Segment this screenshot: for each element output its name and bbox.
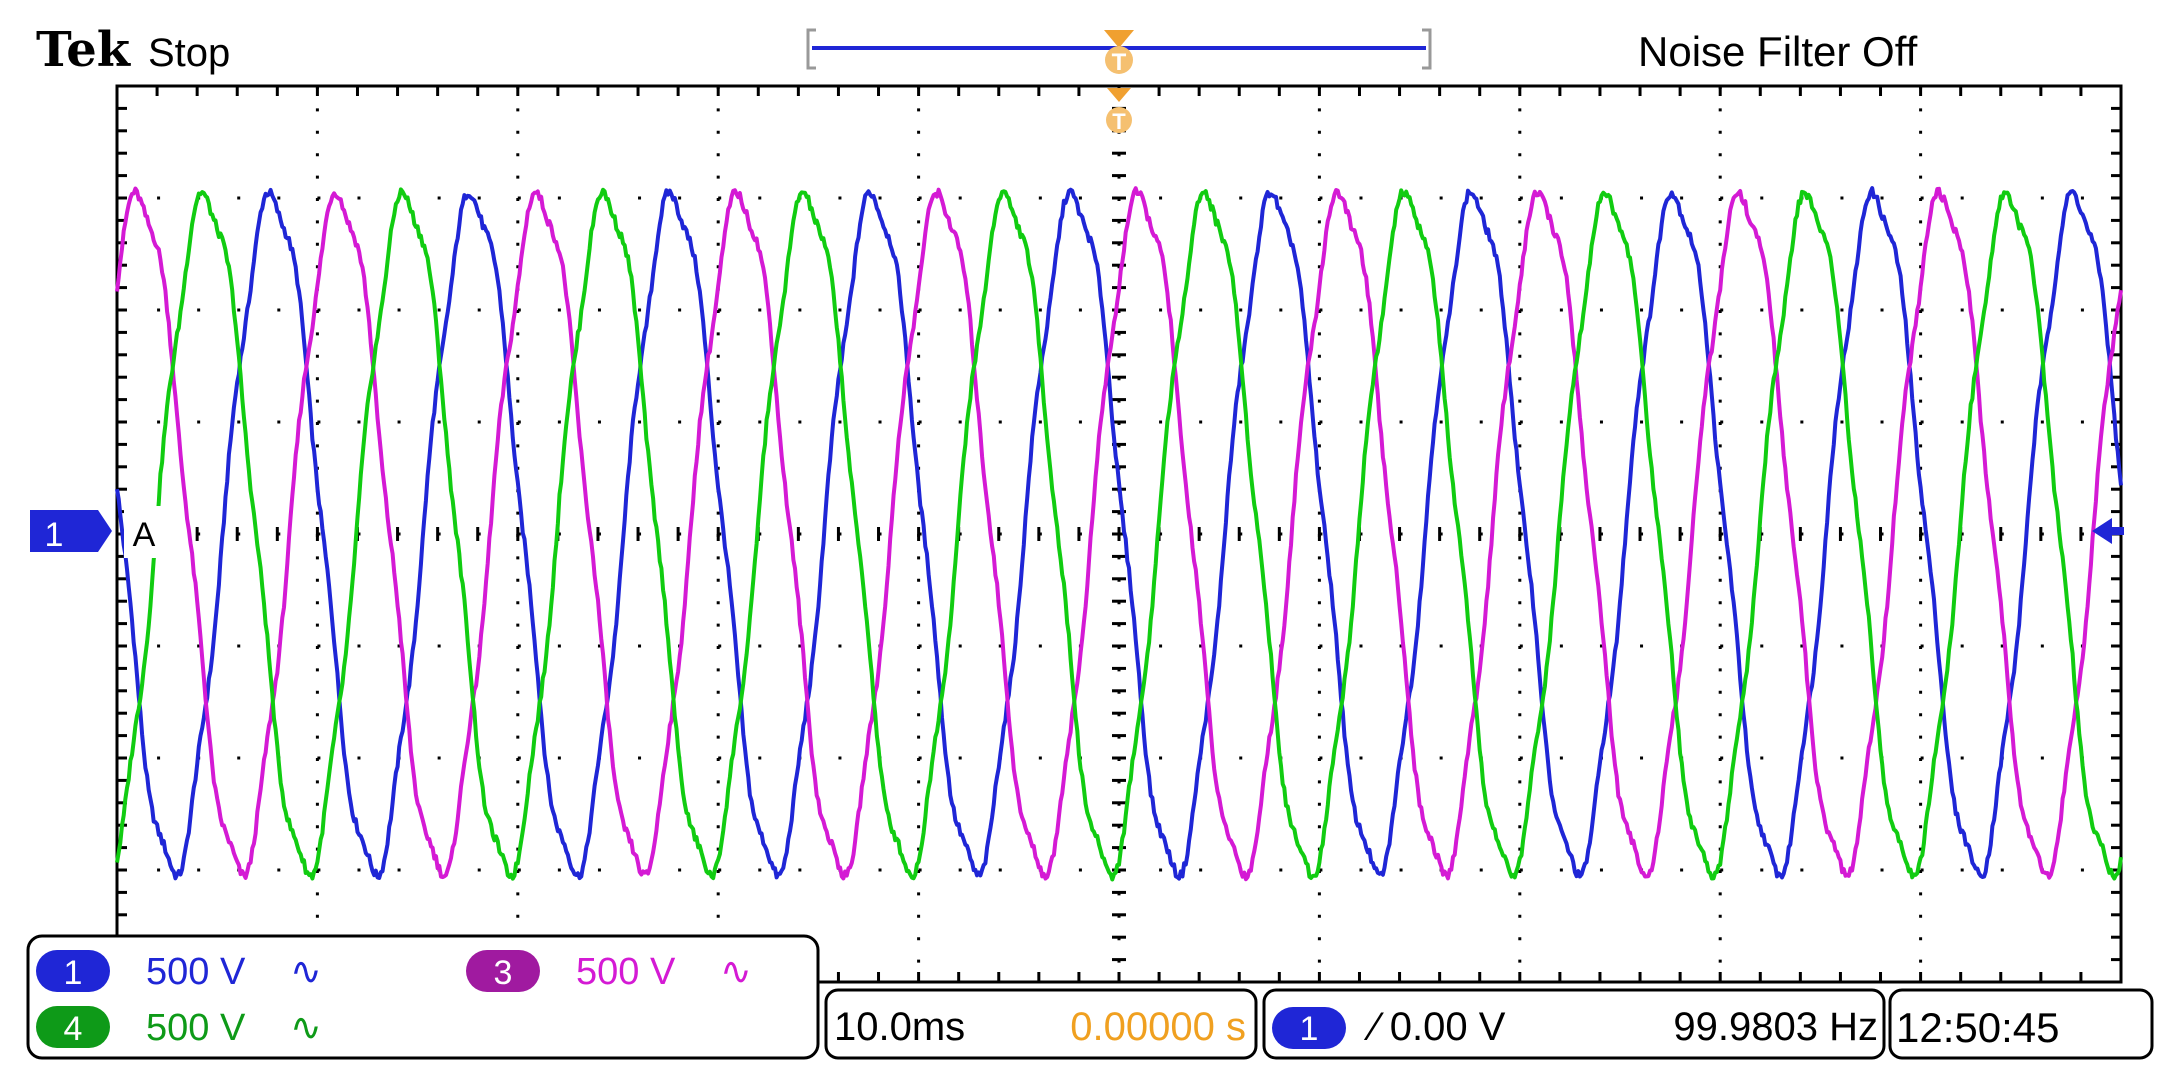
trigger-source-badge xyxy=(1272,1007,1346,1049)
horizontal-readout[interactable]: 10.0ms 0.00000 s xyxy=(824,988,1258,1060)
brand-logo: Tek xyxy=(36,22,132,78)
trigger-position-marker[interactable]: T xyxy=(1104,30,1134,76)
ch4-scale: 500 V xyxy=(146,1007,246,1049)
timebase-scale: 10.0ms xyxy=(834,1005,965,1049)
trigger-level-arrow[interactable] xyxy=(2092,518,2124,544)
ch3-coupling-icon: ∿ xyxy=(720,951,752,993)
trigger-readout[interactable]: 1 ∕ 0.00 V 99.9803 Hz xyxy=(1262,988,1886,1060)
ch4-coupling-icon: ∿ xyxy=(290,1007,322,1049)
timebase-position: 0.00000 s xyxy=(1070,1005,1246,1049)
ch1-ground-marker-number: 1 xyxy=(45,516,64,554)
ch1-readout[interactable]: 1 500 V ∿ xyxy=(36,950,322,993)
clock-time: 12:50:45 xyxy=(1896,1004,2060,1051)
ch1-number: 1 xyxy=(64,954,83,992)
trigger-time-marker: T xyxy=(1106,88,1132,134)
waveform-ch3 xyxy=(115,186,2123,882)
trigger-source: 1 xyxy=(1300,1010,1319,1048)
noise-filter-status: Noise Filter Off xyxy=(1638,28,1918,75)
channel-readout-panel: 1 500 V ∿ 3 500 V ∿ 4 500 V ∿ xyxy=(26,934,820,1060)
ground-label: A xyxy=(133,516,156,554)
trigger-time-label: T xyxy=(1112,109,1126,134)
ch4-readout[interactable]: 4 500 V ∿ xyxy=(36,1006,322,1049)
trigger-position-label: T xyxy=(1112,49,1127,76)
graticule xyxy=(115,84,2123,984)
ch3-readout[interactable]: 3 500 V ∿ xyxy=(466,950,752,993)
ch1-scale: 500 V xyxy=(146,951,246,993)
waveform-ch4 xyxy=(115,187,2123,882)
waveform-ch1 xyxy=(115,186,2123,881)
ch1-coupling-icon: ∿ xyxy=(290,951,322,993)
ch4-badge xyxy=(36,1006,110,1048)
ch1-badge xyxy=(36,950,110,992)
ch4-number: 4 xyxy=(64,1010,83,1048)
trigger-slope-level: ∕ 0.00 V xyxy=(1363,1005,1506,1049)
ch3-number: 3 xyxy=(494,954,513,992)
waveform-traces xyxy=(115,186,2123,882)
trigger-frequency: 99.9803 Hz xyxy=(1673,1005,1878,1049)
run-state: Stop xyxy=(148,31,230,75)
ch3-badge xyxy=(466,950,540,992)
ch3-scale: 500 V xyxy=(576,951,676,993)
clock-readout: 12:50:45 xyxy=(1888,988,2154,1060)
ch1-ground-marker[interactable]: 1 A xyxy=(30,506,170,558)
